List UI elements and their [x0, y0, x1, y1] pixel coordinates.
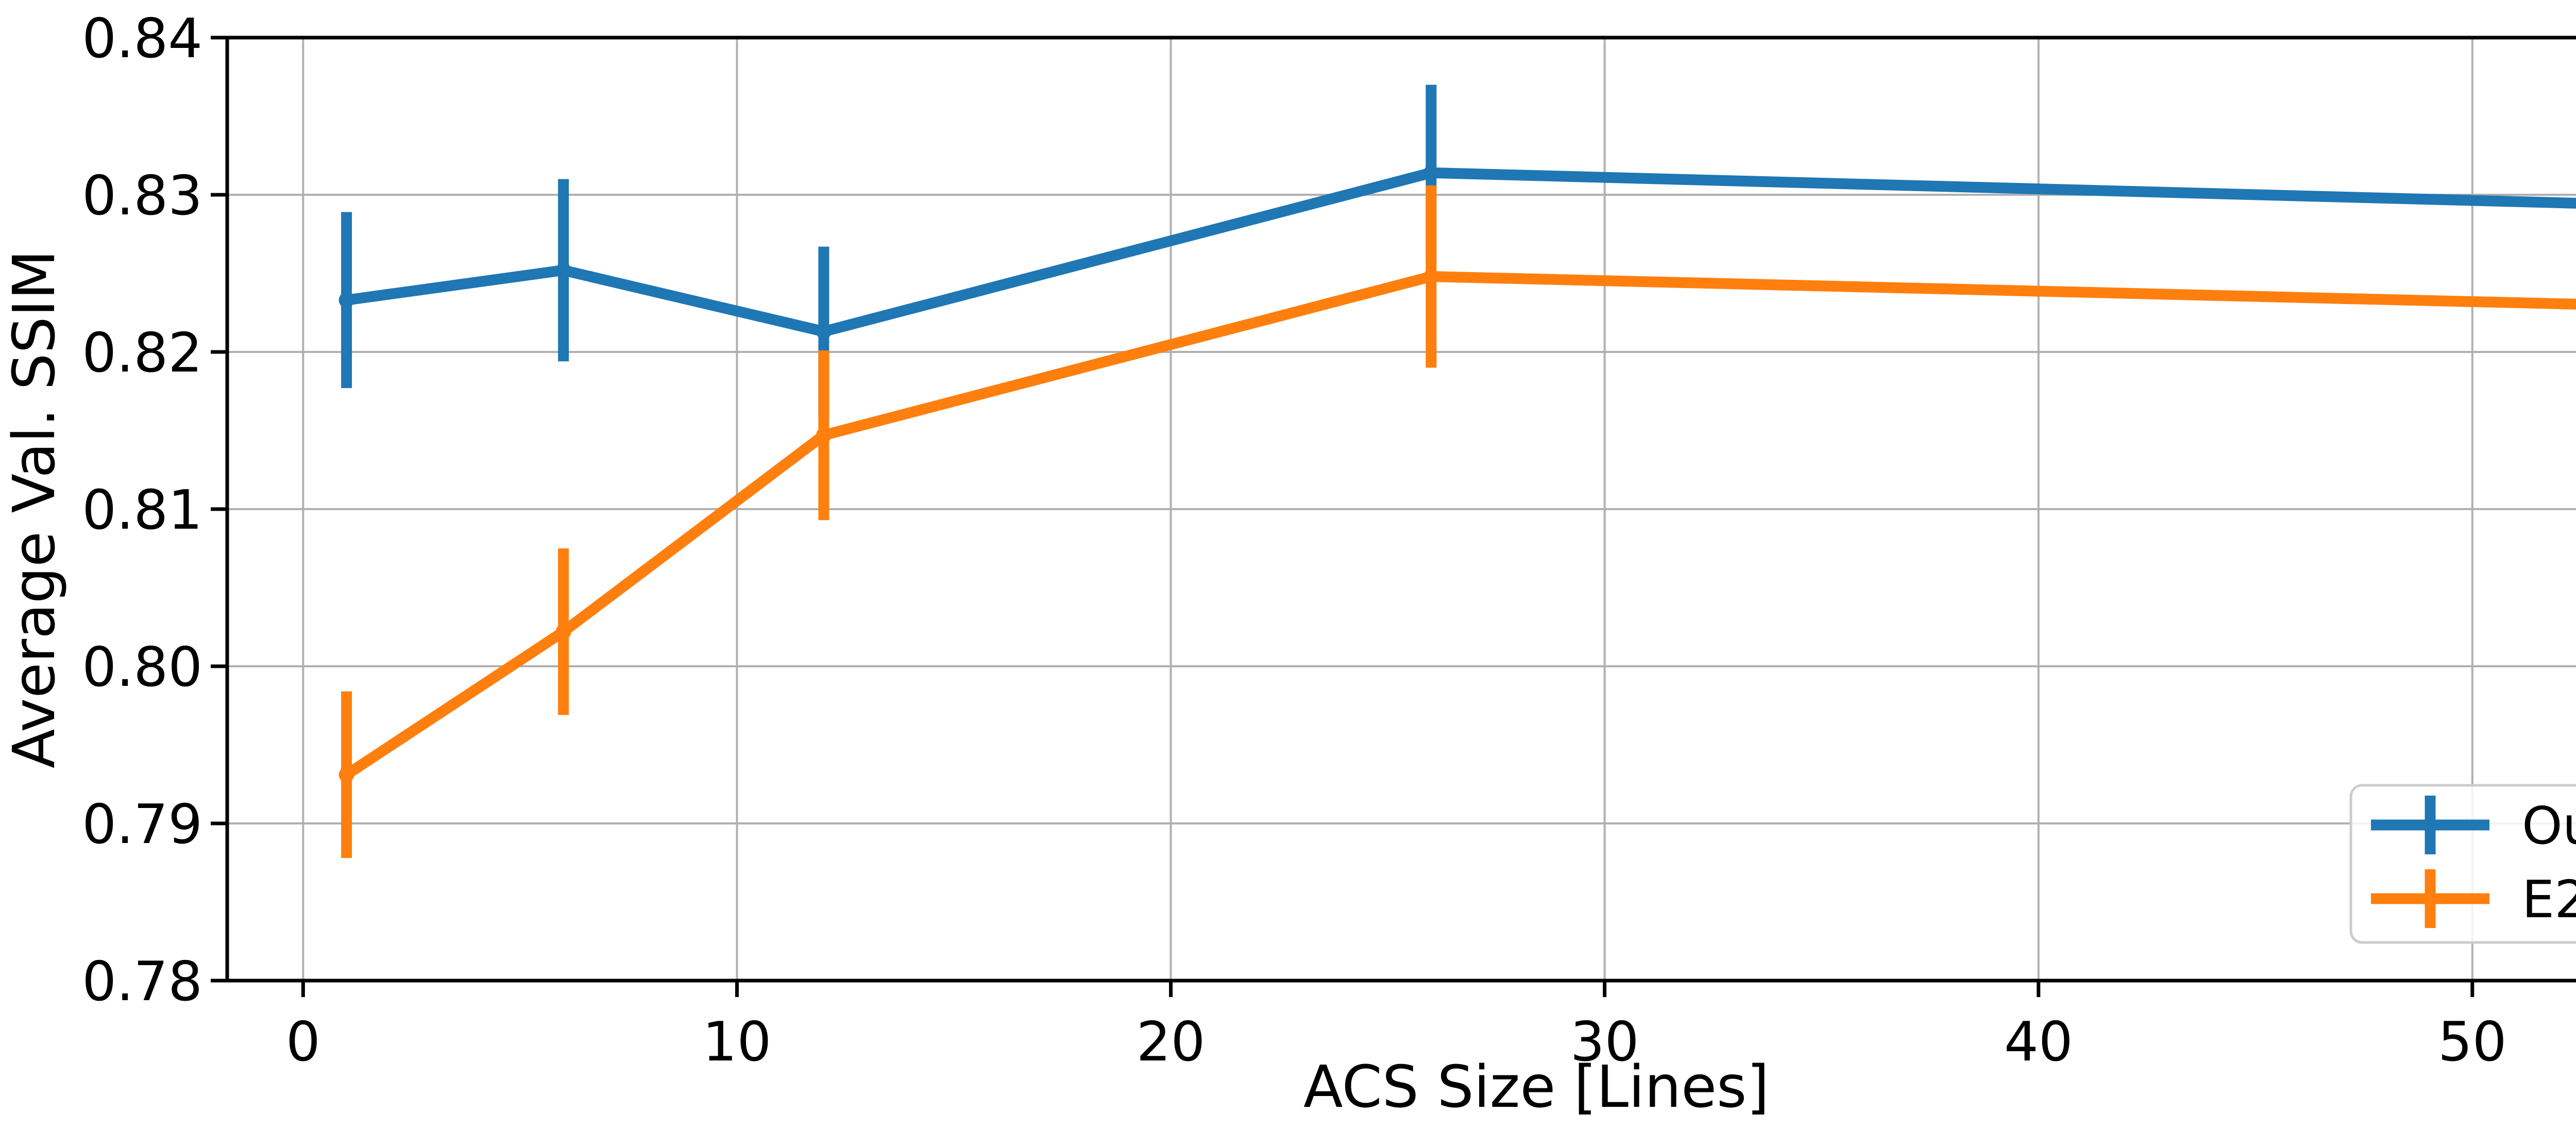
y-tick-label: 0.81: [82, 479, 202, 542]
x-axis-label: ACS Size [Lines]: [1303, 1054, 1769, 1121]
legend-sample-marker-ours: [2422, 817, 2438, 833]
legend-label-e2e-varnet: E2E-VarNet: [2522, 869, 2576, 930]
y-axis-label: Average Val. SSIM: [1, 250, 68, 768]
data-point-marker-ours: [1423, 165, 1439, 181]
y-tick-label: 0.84: [82, 7, 202, 70]
data-point-marker-e2e-varnet: [555, 624, 571, 639]
x-tick-label: 50: [2438, 1010, 2507, 1073]
x-tick-label: 30: [1570, 1010, 1639, 1073]
data-point-marker-ours: [816, 324, 832, 340]
legend-item-e2e-varnet: E2E-VarNet: [2371, 869, 2576, 930]
legend-sample-marker-e2e-varnet: [2422, 891, 2438, 906]
legend-label-ours: Ours: [2522, 796, 2576, 856]
data-point-marker-e2e-varnet: [338, 767, 354, 783]
legend: Ours E2E-VarNet: [2349, 784, 2576, 944]
plot-area: 0 10 20 30 40 50 0.78 0.79 0.80 0.81 0.82 0.83 0.84: [82, 7, 2576, 1073]
y-tick-label: 0.80: [82, 636, 202, 699]
data-point-marker-e2e-varnet: [816, 427, 832, 443]
x-tick-label: 10: [703, 1010, 772, 1073]
legend-item-ours: Ours: [2371, 796, 2576, 856]
y-tick-label: 0.78: [82, 950, 202, 1013]
data-point-marker-ours: [338, 292, 354, 308]
x-tick-label: 20: [1137, 1010, 1206, 1073]
data-point-marker-ours: [555, 262, 571, 278]
y-tick-label: 0.79: [82, 793, 202, 856]
data-point-marker-e2e-varnet: [1423, 268, 1439, 284]
y-tick-label: 0.83: [82, 164, 202, 227]
x-tick-label: 40: [2004, 1010, 2073, 1073]
plot-border: [225, 36, 2576, 983]
y-tick-label: 0.82: [82, 322, 202, 384]
series-line-ours: [346, 167, 2576, 337]
x-tick-label: 0: [286, 1010, 320, 1073]
